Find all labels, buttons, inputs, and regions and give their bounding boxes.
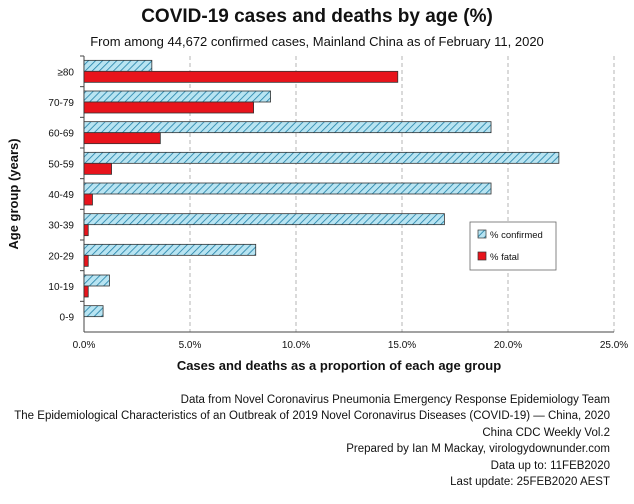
y-tick-label: 50-59 — [48, 159, 74, 170]
bar-fatal — [83, 162, 112, 175]
bar-chart: 0.0% 5.0% 10.0% 15.0% 20.0% 25.0% ≥80 70-79 60-6… — [6, 55, 628, 373]
legend-label: % confirmed — [490, 230, 543, 241]
y-tick-label: 0-9 — [60, 313, 75, 324]
bar-fatal — [83, 254, 89, 267]
y-tick-label: 10-19 — [48, 282, 74, 293]
bar-confirmed — [83, 59, 153, 72]
footer-line: Data up to: 11FEB2020 — [490, 459, 610, 472]
bar-confirmed — [83, 121, 492, 134]
y-tick-label: 30-39 — [48, 221, 74, 232]
chart-title: COVID-19 cases and deaths by age (%) — [141, 6, 493, 27]
footer-notes: Data from Novel Coronavirus Pneumonia Em… — [14, 392, 610, 490]
bar-confirmed — [83, 90, 271, 103]
footer-line: Last update: 25FEB2020 AEST — [450, 476, 610, 489]
footer-line: Data from Novel Coronavirus Pneumonia Em… — [180, 394, 610, 406]
bar-confirmed — [83, 182, 492, 195]
y-tick-label: 70-79 — [48, 98, 74, 109]
x-tick-label: 25.0% — [600, 340, 628, 351]
bar-fatal — [83, 224, 89, 237]
footer-line: China CDC Weekly Vol.2 — [482, 426, 610, 439]
legend-label: % fatal — [490, 252, 519, 263]
x-tick-label: 0.0% — [73, 340, 96, 351]
bar-fatal — [83, 70, 399, 83]
bar-fatal — [83, 101, 255, 114]
y-tick-label: 60-69 — [48, 129, 74, 140]
y-tick-label: 20-29 — [48, 251, 74, 262]
x-tick-label: 15.0% — [388, 340, 416, 351]
chart-subtitle: From among 44,672 confirmed cases, Mainl… — [90, 34, 544, 49]
footer-line: The Epidemiological Characteristics of a… — [14, 410, 610, 423]
legend-swatch — [477, 251, 487, 261]
y-tick-label: 40-49 — [48, 190, 74, 201]
bar-confirmed — [83, 243, 257, 256]
x-tick-label: 5.0% — [179, 340, 202, 351]
bar-confirmed — [83, 213, 445, 226]
bar-confirmed — [83, 274, 110, 287]
x-tick-label: 10.0% — [282, 340, 310, 351]
footer-line: Prepared by Ian M Mackay, virologydownun… — [346, 443, 610, 456]
bar-fatal — [83, 285, 89, 298]
bar-fatal — [83, 132, 161, 145]
x-axis-title: Cases and deaths as a proportion of each… — [177, 358, 501, 373]
legend-swatch — [477, 229, 487, 239]
bar-fatal — [83, 193, 93, 206]
bar-confirmed — [83, 151, 560, 164]
y-tick-label: ≥80 — [57, 67, 74, 78]
x-tick-label: 20.0% — [494, 340, 522, 351]
y-axis-title: Age group (years) — [6, 138, 21, 249]
bar-confirmed — [83, 305, 104, 318]
